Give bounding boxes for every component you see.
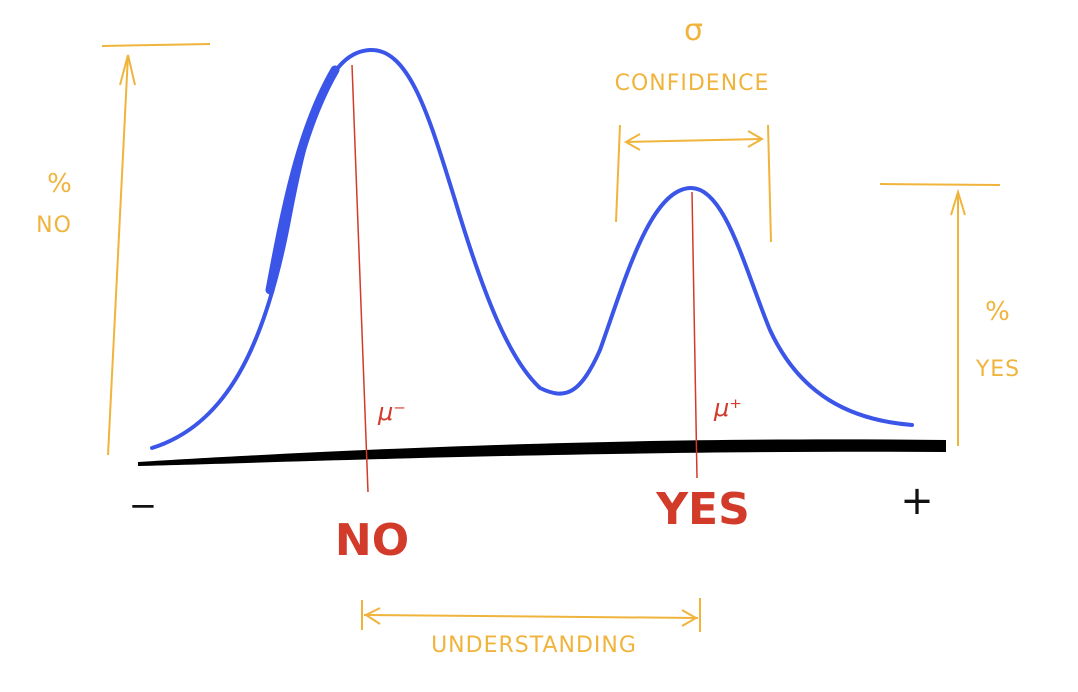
yes-label: YES: [655, 484, 750, 535]
no-top-tick: [101, 43, 211, 47]
pct-yes-symbol: %: [985, 297, 1011, 327]
confidence-arrowhead-left: [623, 133, 641, 151]
understanding-arrowhead-left: [363, 607, 381, 625]
minus-sign: −: [129, 486, 158, 526]
pct-yes-label: YES: [975, 357, 1020, 382]
plus-sign: +: [900, 478, 934, 524]
understanding-arrowhead-right: [681, 609, 699, 627]
confidence-arrow: [625, 138, 763, 143]
mu-plus-label: μ⁺: [713, 394, 742, 422]
confidence-arrowhead-right: [747, 130, 765, 148]
understanding-arrow: [363, 614, 699, 619]
horizontal-axis: [138, 439, 946, 466]
no-label: NO: [335, 515, 409, 566]
pct-no-label: NO: [36, 213, 72, 238]
mu-plus-line: [691, 191, 698, 479]
distribution-curve: [150, 47, 914, 450]
mu-minus-label: μ⁻: [377, 398, 406, 426]
distribution-curve-left-flank: [265, 65, 340, 295]
no-arrowhead: [119, 54, 136, 86]
confidence-left-bar: [615, 124, 621, 223]
no-height-arrow: [107, 54, 129, 456]
confidence-label: CONFIDENCE: [615, 71, 770, 96]
yes-arrowhead: [950, 188, 966, 216]
pct-no-symbol: %: [47, 169, 73, 199]
confidence-right-bar: [767, 124, 772, 243]
sigma-label: σ: [684, 13, 704, 48]
mu-minus-line: [351, 64, 369, 493]
yes-top-tick: [879, 183, 1001, 186]
understanding-label: UNDERSTANDING: [431, 633, 637, 658]
